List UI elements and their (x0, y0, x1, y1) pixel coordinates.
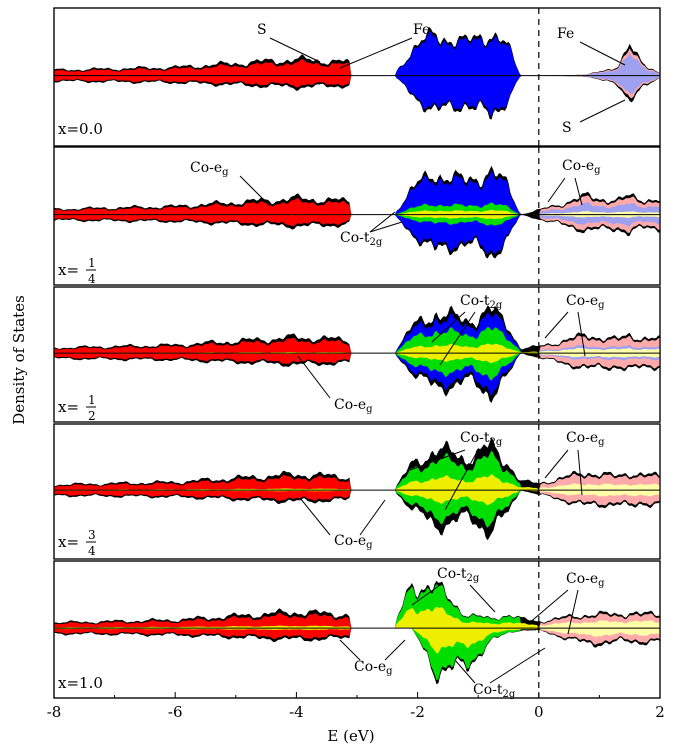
series-S-2 (54, 337, 660, 364)
series-S-4 (54, 612, 660, 640)
annot-p4-co-eg-right-leader-1 (527, 589, 569, 625)
annot-p3-co-t2g-leader-1 (409, 449, 466, 471)
annot-p2-co-eg-right: Co-eg (566, 293, 605, 311)
annot-p3-co-t2g-leader-2 (444, 449, 479, 511)
panel-border-1 (53, 146, 661, 286)
panel-border-0 (53, 7, 661, 147)
series-cond-Co-eg-4 (54, 620, 660, 637)
annot-p3-co-eg-right: Co-eg (566, 430, 605, 448)
annot-p4-co-t2g-bottom-leader-2 (489, 647, 546, 684)
annot-p4-co-eg-bottom-leader-2 (384, 639, 406, 661)
series-cond-Co-eg-3 (54, 483, 660, 497)
annot-p0-S-left: S (257, 22, 267, 38)
annot-p0-S-right: S (562, 120, 572, 136)
annot-p2-co-eg-left-leader (297, 355, 331, 399)
series-Fe-0 (54, 30, 660, 117)
annot-p4-co-eg-right-leader-2 (567, 589, 579, 635)
annot-p3-co-eg-left: Co-eg (334, 533, 373, 551)
annot-p1-co-eg-right-leader-2 (574, 177, 583, 206)
annot-p3-co-eg-left-leader-1 (299, 497, 331, 536)
annotations: S Fe Fe S Co-eg Co-t2g Co-eg Co-t2g Co-e… (190, 22, 626, 700)
series-cond-S-3 (54, 473, 660, 506)
annot-p2-co-eg-right-leader-1 (544, 311, 569, 339)
x-ticks-group: -8 -6 -4 -2 0 2 (47, 692, 665, 721)
panel-2 (53, 286, 661, 423)
series-Co-t2g-1 (54, 202, 660, 226)
annot-p1-co-t2g-leader-2 (369, 221, 403, 233)
annot-p4-co-eg-bottom-leader-1 (339, 639, 361, 661)
series-cond-S-4 (54, 613, 660, 645)
annot-p0-Fe-left-leader (339, 37, 413, 69)
annot-p4-co-t2g-top-leader-2 (469, 584, 496, 613)
annot-p4-co-eg-right: Co-eg (566, 571, 605, 589)
annot-p4-co-eg-bottom: Co-eg (354, 659, 393, 677)
annot-p0-S-right-leader (579, 99, 626, 123)
series-S-1 (54, 198, 660, 227)
panel-label-4: x=1.0 (58, 674, 103, 692)
series-Co-eg-1 (54, 209, 660, 219)
x-tick-label-0: -8 (47, 703, 62, 721)
annot-p2-co-t2g-leader-2 (439, 311, 476, 366)
annot-p2-co-t2g-leader-1 (431, 311, 466, 343)
annot-p2-co-eg-right-leader-2 (577, 311, 586, 357)
x-axis-label: E (eV) (327, 727, 374, 745)
annot-p4-co-t2g-bottom-leader-1 (454, 659, 476, 684)
panel-border-3 (53, 423, 661, 560)
panel-border-2 (53, 286, 661, 423)
panel-label-0: x=0.0 (58, 120, 103, 138)
annot-p1-co-eg-right-leader-1 (547, 177, 566, 203)
annot-p1-co-eg-right: Co-eg (562, 158, 601, 176)
y-axis-label: Density of States (10, 295, 28, 425)
annot-p4-co-t2g-top-leader-1 (411, 584, 441, 606)
annot-p0-S-left-leader (269, 37, 321, 63)
panels-group (53, 7, 661, 699)
x-tick-label-4: 0 (534, 703, 544, 721)
x-tick-label-3: -2 (410, 703, 425, 721)
annot-p0-Fe-right-leader (579, 41, 626, 66)
annot-p3-co-eg-right-leader-2 (577, 449, 583, 496)
x-tick-label-5: 2 (655, 703, 665, 721)
annot-p2-co-eg-left: Co-eg (334, 397, 373, 415)
panel-1 (53, 146, 661, 286)
panel-3 (53, 423, 661, 560)
annot-p3-co-eg-right-leader-1 (544, 449, 569, 479)
series-Fe-1 (54, 170, 660, 255)
annot-p1-co-t2g-leader-1 (369, 211, 396, 233)
x-tick-label-1: -6 (168, 703, 183, 721)
annot-p1-co-eg-left: Co-eg (190, 160, 229, 178)
panel-4 (53, 560, 661, 699)
annot-p3-co-eg-left-leader-2 (359, 499, 386, 536)
annot-p0-Fe-left: Fe (413, 22, 430, 38)
annot-p1-co-eg-left-leader (239, 175, 271, 207)
series-S-3 (54, 475, 660, 501)
series-S-0 (54, 59, 660, 88)
panel-0 (53, 7, 661, 147)
x-tick-label-2: -4 (289, 703, 304, 721)
annot-p0-Fe-right: Fe (557, 26, 574, 42)
